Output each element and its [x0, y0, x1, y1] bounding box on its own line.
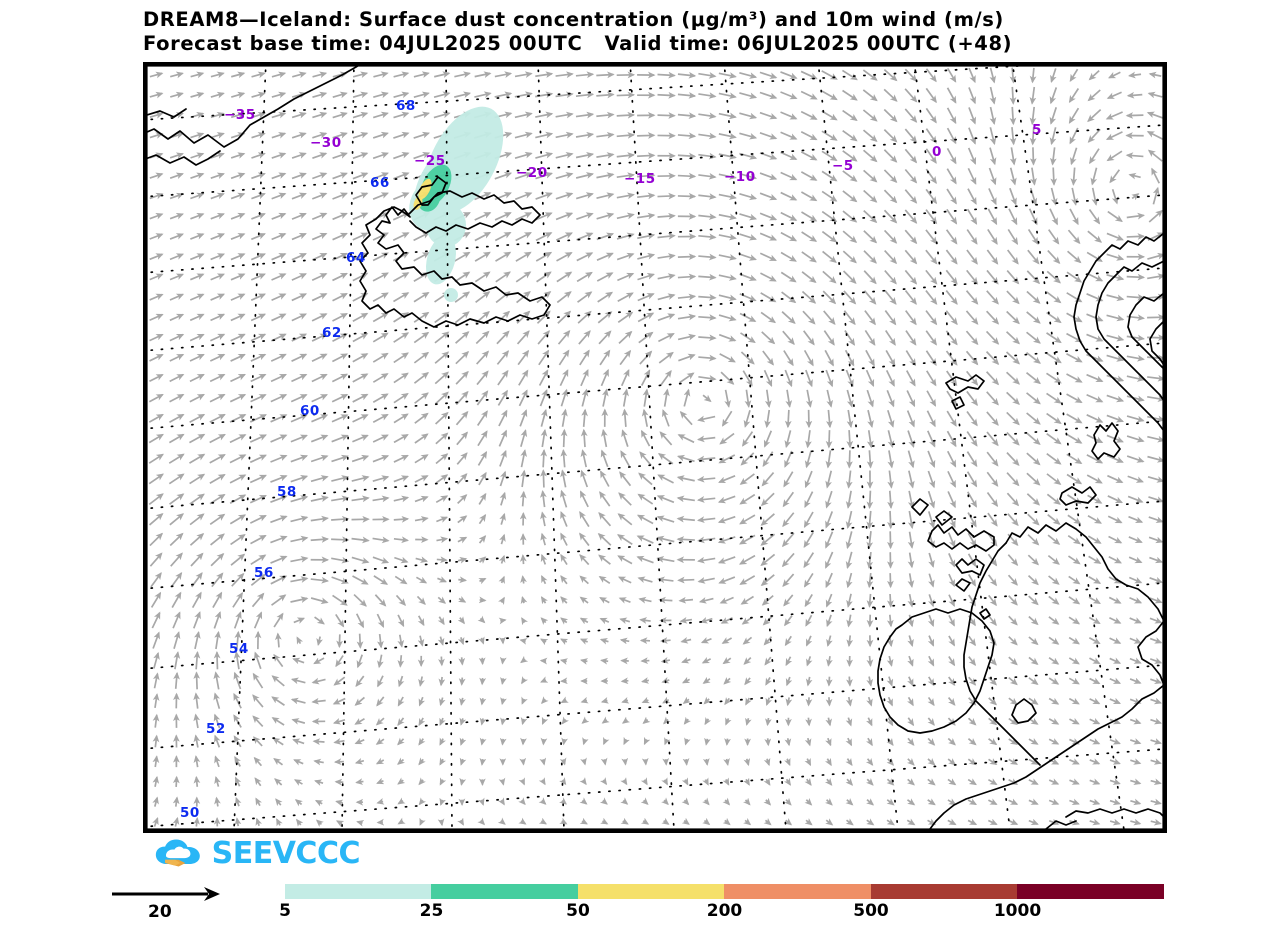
graticule [146, 65, 1164, 830]
logo-text: SEEVCCC [211, 835, 361, 871]
longitude-label: −30 [310, 135, 342, 151]
colorbar-segment [724, 884, 871, 899]
colorbar-tick: 500 [853, 901, 889, 921]
seevccc-logo[interactable]: SEEVCCC [155, 833, 361, 873]
title-line-2: Forecast base time: 04JUL2025 00UTC Vali… [143, 32, 1013, 55]
wind-reference-scale: 20 [110, 886, 225, 924]
map-graphics [146, 65, 1164, 830]
latitude-label: 52 [206, 721, 226, 737]
colorbar-tick: 1000 [993, 901, 1042, 921]
colorbar-tick: 200 [706, 901, 743, 921]
cloud-icon [155, 839, 200, 867]
latitude-label: 66 [370, 175, 390, 191]
colorbar-tick: 5 [279, 901, 291, 921]
longitude-label: −5 [832, 158, 854, 174]
latitude-label: 54 [229, 641, 249, 657]
longitude-label: −15 [624, 171, 656, 187]
colorbar-segment [1017, 884, 1164, 899]
latitude-label: 62 [322, 325, 342, 341]
longitude-label: 0 [932, 144, 942, 160]
wind-vector-field [148, 67, 1164, 828]
latitude-label: 64 [346, 250, 366, 266]
map-canvas[interactable]: −35 −30 −25 −20 −15 −10 −5 0 5 68 66 64 62 60 58 56 54 5… [143, 62, 1167, 833]
latitude-label: 60 [300, 403, 320, 419]
longitude-label: −10 [724, 169, 756, 185]
latitude-label: 58 [277, 484, 297, 500]
page-title: DREAM8—Iceland: Surface dust concentrati… [143, 8, 1282, 56]
colorbar-tick: 50 [566, 901, 590, 921]
dust-concentration-colorbar [285, 884, 1164, 899]
latitude-label: 50 [180, 805, 200, 821]
colorbar-segment [285, 884, 432, 899]
colorbar-segment [431, 884, 578, 899]
colorbar-segment [577, 884, 725, 899]
colorbar-segment [870, 884, 1018, 899]
wind-reference-arrow-icon [112, 887, 220, 901]
latitude-label: 68 [396, 98, 416, 114]
wind-reference-label: 20 [148, 902, 172, 922]
title-line-1: DREAM8—Iceland: Surface dust concentrati… [143, 8, 1004, 31]
colorbar-tick: 25 [419, 901, 444, 921]
coastlines [146, 65, 1164, 830]
latitude-label: 56 [254, 565, 274, 581]
longitude-label: 5 [1032, 122, 1042, 138]
longitude-label: −25 [414, 153, 446, 169]
longitude-label: −35 [224, 107, 256, 123]
longitude-label: −20 [516, 165, 548, 181]
colorbar-tick-labels: 5 25 50 200 500 1000 [279, 901, 1164, 925]
